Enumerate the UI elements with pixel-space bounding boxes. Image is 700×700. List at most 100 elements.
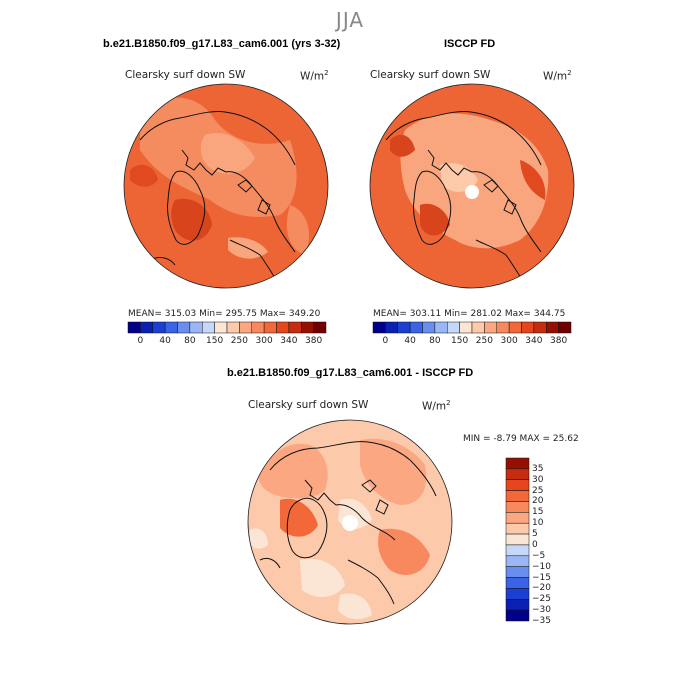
colorbar-abs-2-tick-label: 380 <box>550 336 568 346</box>
panel1-variable: Clearsky surf down SW <box>125 69 246 81</box>
diff-map-border <box>247 419 453 625</box>
colorbar-abs-2-swatch <box>422 321 436 334</box>
colorbar-abs-1-tick-label: 380 <box>305 336 323 346</box>
colorbar-abs-1-swatch <box>214 321 228 334</box>
colorbar-diff-swatch <box>505 566 530 578</box>
colorbar-diff-tick-label: −30 <box>532 605 551 616</box>
colorbar-abs-1-swatch <box>239 321 252 334</box>
colorbar-abs-1-swatch <box>313 321 327 334</box>
colorbar-diff-tick-label: 35 <box>532 463 544 474</box>
panel2-units: W/m2 <box>543 69 572 83</box>
colorbar-diff-tick-label: 15 <box>532 507 544 518</box>
colorbar-abs-1-swatch <box>301 321 314 334</box>
panel2-case-title: ISCCP FD <box>444 38 496 50</box>
colorbar-diff-swatch <box>505 544 530 557</box>
colorbar-abs-2-swatch <box>459 321 473 334</box>
colorbar-abs-2-tick-label: 0 <box>382 336 389 346</box>
colorbar-abs-1-swatch <box>288 321 302 334</box>
diff-map <box>248 420 452 624</box>
colorbar-abs-1-swatch <box>202 321 215 334</box>
colorbar-abs-1-tick-label: 150 <box>206 336 224 346</box>
colorbar-diff-swatch <box>505 555 530 567</box>
colorbar-diff-tick-label: 5 <box>532 529 538 540</box>
colorbar-diff-tick-label: 20 <box>532 496 544 507</box>
colorbar-abs-1-swatch <box>251 321 265 334</box>
colorbar-diff-tick-label: 25 <box>532 485 544 496</box>
diff-case-title: b.e21.B1850.f09_g17.L83_cam6.001 - ISCCP… <box>227 367 474 379</box>
colorbar-diff-tick-label: 0 <box>532 539 538 550</box>
colorbar-diff-tick-label: 10 <box>532 518 544 529</box>
colorbar-diff-swatch <box>505 479 530 491</box>
diff-coastlines <box>259 441 437 605</box>
colorbar-abs-2-swatch <box>496 321 510 334</box>
colorbar-abs-1-swatch <box>140 321 153 334</box>
colorbar-diff-swatch <box>505 588 530 600</box>
colorbar-abs-2-swatch <box>533 321 547 334</box>
colorbar-abs-2-swatch <box>434 321 448 334</box>
colorbar-abs-2-swatch <box>521 321 535 334</box>
colorbar-abs-1-swatch <box>177 321 191 334</box>
colorbar-abs-2-swatch <box>385 321 398 334</box>
colorbar-abs-2-tick-label: 80 <box>429 336 441 346</box>
colorbar-diff-tick-label: −20 <box>532 583 551 594</box>
colorbar-abs-2-swatch <box>397 321 411 334</box>
colorbar-diff-swatch <box>505 609 530 622</box>
colorbar-abs-2-tick-label: 300 <box>500 336 518 346</box>
colorbar-diff-swatch <box>505 457 530 470</box>
colorbar-abs-1-tick-label: 80 <box>184 336 196 346</box>
colorbar-abs-2-swatch <box>409 321 423 334</box>
colorbar-abs-2-tick-label: 250 <box>475 336 493 346</box>
colorbar-diff <box>505 457 530 622</box>
colorbar-abs-2 <box>372 321 572 334</box>
season-title: JJA <box>335 8 365 32</box>
colorbar-abs-1-swatch <box>263 321 277 334</box>
colorbar-abs-2-swatch <box>372 321 386 334</box>
colorbar-abs-1-swatch <box>226 321 240 334</box>
colorbar-diff-swatch <box>505 490 530 502</box>
colorbar-diff-tick-label: −35 <box>532 616 551 626</box>
colorbar-abs-2-tick-label: 150 <box>451 336 469 346</box>
colorbar-diff-tick-label: −5 <box>532 550 546 561</box>
colorbar-abs-1-swatch <box>152 321 166 334</box>
colorbar-abs-1-tick-label: 0 <box>137 336 144 346</box>
panel2-variable: Clearsky surf down SW <box>370 69 491 81</box>
colorbar-diff-tick-label: −25 <box>532 594 551 605</box>
colorbar-abs-1-swatch <box>276 321 290 334</box>
colorbar-diff-tick-label: −10 <box>532 561 551 572</box>
panel1-case-title: b.e21.B1850.f09_g17.L83_cam6.001 (yrs 3-… <box>103 38 341 50</box>
colorbar-abs-2-tick-label: 340 <box>525 336 543 346</box>
colorbar-abs-1-tick-label: 300 <box>255 336 273 346</box>
panel2-map-border <box>369 83 575 289</box>
panel2-coastlines <box>385 111 542 279</box>
colorbar-abs-1-swatch <box>127 321 141 334</box>
colorbar-abs-1-tick-label: 40 <box>159 336 171 346</box>
colorbar-abs-2-swatch <box>558 321 572 334</box>
colorbar-abs-2-tick-label: 40 <box>404 336 416 346</box>
colorbar-diff-swatch <box>505 522 530 535</box>
colorbar-abs-2-swatch <box>508 321 522 334</box>
colorbar-abs-2-swatch <box>471 321 485 334</box>
diff-stats: MIN = -8.79 MAX = 25.62 <box>463 434 579 444</box>
colorbar-diff-swatch <box>505 577 530 589</box>
colorbar-abs-1-swatch <box>189 321 203 334</box>
panel2-stats: MEAN= 303.11 Min= 281.02 Max= 344.75 <box>373 309 566 319</box>
colorbar-abs-1 <box>127 321 327 334</box>
colorbar-diff-tick-label: 30 <box>532 474 544 485</box>
diff-variable: Clearsky surf down SW <box>248 399 369 411</box>
colorbar-diff-swatch <box>505 512 530 524</box>
colorbar-abs-1-swatch <box>164 321 178 334</box>
colorbar-diff-swatch <box>505 468 530 480</box>
panel1-map-border <box>123 83 329 289</box>
panel2-map <box>370 84 574 288</box>
colorbar-abs-2-swatch <box>447 321 460 334</box>
colorbar-diff-tick-label: −15 <box>532 572 551 583</box>
panel1-map <box>124 84 328 288</box>
diff-units: W/m2 <box>422 399 451 413</box>
colorbar-abs-1-tick-label: 340 <box>280 336 298 346</box>
panel1-units: W/m2 <box>300 69 329 83</box>
colorbar-abs-1-tick-label: 250 <box>230 336 248 346</box>
colorbar-diff-swatch <box>505 599 530 611</box>
panel1-coastlines <box>139 111 296 279</box>
